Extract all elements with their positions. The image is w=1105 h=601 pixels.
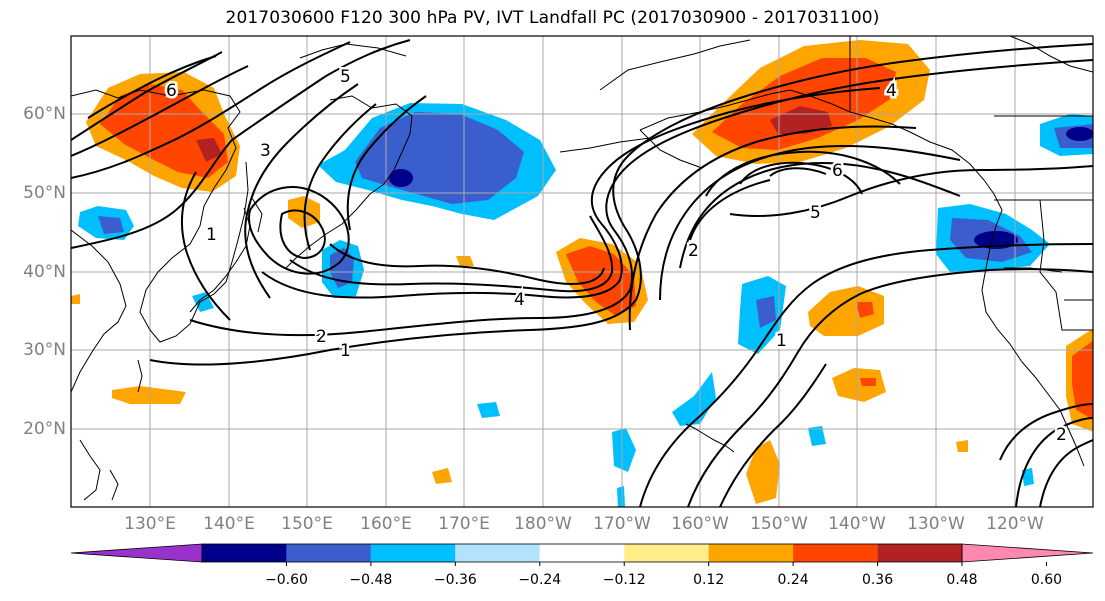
- colorbar: [70, 543, 1094, 566]
- contour-6-main: [329, 243, 605, 285]
- contour-se: [1015, 417, 1093, 507]
- hawaii-islands: [685, 423, 735, 453]
- colorbar-extend-min: [70, 543, 203, 563]
- contour-label: 2: [1056, 425, 1067, 445]
- lon-label: 130°E: [124, 514, 176, 534]
- colorbar-bin: [793, 544, 878, 562]
- contour-label: 1: [340, 341, 351, 361]
- lon-label: 120°W: [986, 514, 1044, 534]
- colorbar-bin: [370, 544, 456, 562]
- contour-label: 3: [260, 141, 271, 161]
- contour-label: 5: [340, 67, 351, 87]
- lon-label: 160°E: [360, 514, 412, 534]
- colorbar-bin: [624, 544, 709, 562]
- colorbar-bin: [286, 544, 371, 562]
- orange-blob-145w: [808, 286, 884, 336]
- lon-label: 130°W: [907, 514, 965, 534]
- lat-label: 30°N: [23, 340, 66, 360]
- colorbar-tick-label: 0.60: [1030, 572, 1063, 588]
- colorbar-outline: [201, 543, 963, 563]
- lon-label: 180°W: [514, 514, 572, 534]
- contour-label: 6: [166, 81, 177, 101]
- contour-label: 2: [316, 327, 327, 347]
- contour-label: 6: [832, 161, 843, 181]
- colorbar-bin: [455, 544, 540, 562]
- contour-label: 4: [514, 290, 525, 310]
- contour-label: 1: [776, 331, 787, 351]
- lon-label: 140°W: [828, 514, 886, 534]
- map-frame: [70, 35, 1094, 508]
- colorbar-tick-label: −0.36: [433, 572, 477, 588]
- lon-label: 140°E: [203, 514, 255, 534]
- colorbar-tick-label: 0.48: [946, 572, 978, 588]
- colorbar-bin: [708, 544, 794, 562]
- asia-coast: [71, 89, 249, 343]
- pv-contours: [71, 39, 1093, 507]
- contour-japan-loop: [248, 186, 350, 275]
- colorbar-bin: [877, 544, 962, 562]
- lat-label: 60°N: [23, 104, 66, 124]
- contour-4-main: [261, 87, 881, 299]
- nw-america-coast: [981, 193, 1085, 467]
- colorbar-tick-label: 0.12: [693, 572, 725, 588]
- map-title: 2017030600 F120 300 hPa PV, IVT Landfall…: [225, 8, 880, 28]
- kamchatka-coast: [329, 95, 413, 185]
- lon-label: 150°E: [281, 514, 333, 534]
- lat-label: 50°N: [23, 183, 66, 203]
- contour-2-main: [189, 59, 1093, 337]
- graticule: [71, 36, 1093, 507]
- contour-label: 4: [886, 81, 897, 101]
- colorbar-tick-label: −0.48: [349, 572, 393, 588]
- contour-labels: 1 2 4 5 6 3 1 2 4 5 6 1 2: [164, 65, 1070, 448]
- colorbar-tick-label: 0.36: [861, 572, 894, 588]
- japan-coast: [189, 207, 251, 313]
- contour-2-west: [71, 41, 351, 179]
- colorbar-bin: [539, 544, 625, 562]
- contour-3-west: [71, 65, 249, 157]
- colorbar-tick-label: −0.24: [518, 572, 562, 588]
- lon-label: 170°E: [438, 514, 490, 534]
- contour-label: 2: [688, 241, 699, 261]
- contour-label: 1: [206, 225, 217, 245]
- lon-label: 170°W: [593, 514, 651, 534]
- colorbar-extend-max: [961, 543, 1094, 563]
- contour-4-west: [71, 51, 223, 141]
- lon-label: 160°W: [671, 514, 729, 534]
- alaska-coast: [639, 89, 995, 195]
- colorbar-tick-label: −0.12: [602, 572, 646, 588]
- contour-ne-pacific: [639, 243, 1093, 507]
- lon-label: 150°W: [750, 514, 808, 534]
- lat-label: 20°N: [23, 419, 66, 439]
- contour-5-west: [87, 55, 217, 119]
- colorbar-tick-label: −0.60: [264, 572, 308, 588]
- contour-label: 5: [810, 203, 821, 223]
- lat-label: 40°N: [23, 262, 66, 282]
- colorbar-tick-label: 0.24: [777, 572, 809, 588]
- colorbar-bin: [202, 544, 287, 562]
- contour-5-main: [289, 215, 614, 293]
- contour-1-main: [149, 43, 1093, 366]
- contour-1-west: [71, 39, 411, 249]
